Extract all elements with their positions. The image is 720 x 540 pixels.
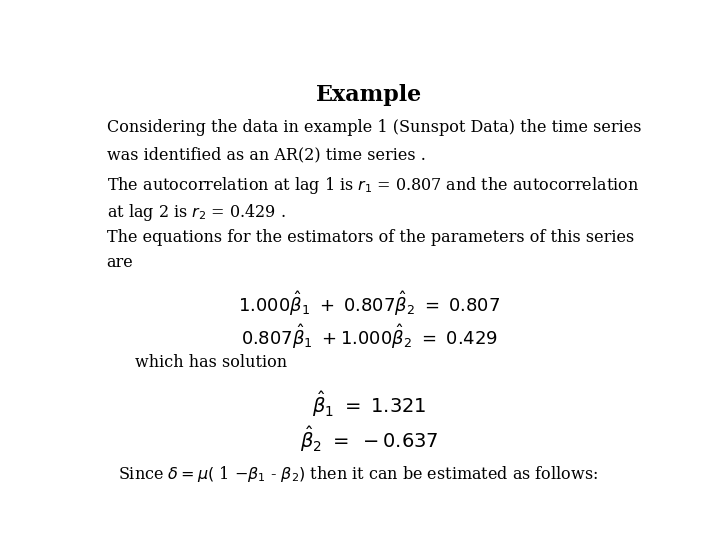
Text: at lag 2 is $r_2$ = 0.429 .: at lag 2 is $r_2$ = 0.429 . — [107, 202, 285, 223]
Text: was identified as an AR(2) time series .: was identified as an AR(2) time series . — [107, 146, 426, 163]
Text: $\hat{\beta}_2 \ = \ -0.637$: $\hat{\beta}_2 \ = \ -0.637$ — [300, 424, 438, 454]
Text: $1.000\hat{\beta}_1 \ + \ 0.807\hat{\beta}_2 \ = \ 0.807$: $1.000\hat{\beta}_1 \ + \ 0.807\hat{\bet… — [238, 289, 500, 318]
Text: Since $\delta= \mu($ 1 $-\beta_1$ - $\beta_2)$ then it can be estimated as follo: Since $\delta= \mu($ 1 $-\beta_1$ - $\be… — [118, 464, 598, 484]
Text: are: are — [107, 254, 133, 271]
Text: Considering the data in example 1 (Sunspot Data) the time series: Considering the data in example 1 (Sunsp… — [107, 119, 642, 136]
Text: $\hat{\beta}_1 \ = \ 1.321$: $\hat{\beta}_1 \ = \ 1.321$ — [312, 389, 426, 419]
Text: Example: Example — [316, 84, 422, 105]
Text: which has solution: which has solution — [135, 354, 287, 371]
Text: The autocorrelation at lag 1 is $r_1$ = 0.807 and the autocorrelation: The autocorrelation at lag 1 is $r_1$ = … — [107, 175, 639, 196]
Text: The equations for the estimators of the parameters of this series: The equations for the estimators of the … — [107, 229, 634, 246]
Text: $0.807\hat{\beta}_1 \ +1.000\hat{\beta}_2 \ = \ 0.429$: $0.807\hat{\beta}_1 \ +1.000\hat{\beta}_… — [240, 322, 498, 352]
